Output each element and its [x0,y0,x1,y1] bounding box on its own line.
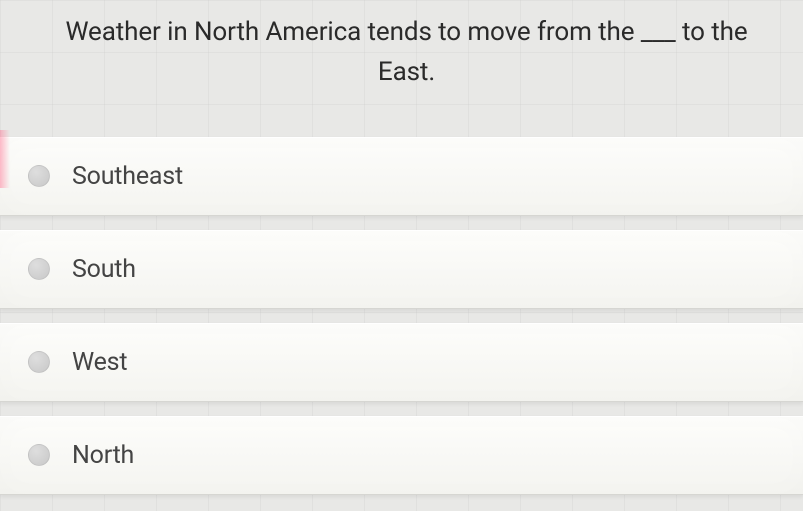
question-area: Weather in North America tends to move f… [0,0,803,93]
option-west[interactable]: West [0,323,803,402]
radio-icon [28,444,50,466]
option-label: North [72,441,134,470]
radio-icon [28,351,50,373]
option-north[interactable]: North [0,416,803,495]
radio-icon [28,258,50,280]
radio-icon [28,165,50,187]
option-label: West [72,348,127,377]
option-south[interactable]: South [0,230,803,309]
option-label: Southeast [72,162,183,191]
options-list: Southeast South West North [0,137,803,495]
option-southeast[interactable]: Southeast [0,137,803,216]
option-label: South [72,255,136,284]
question-text: Weather in North America tends to move f… [40,12,773,93]
